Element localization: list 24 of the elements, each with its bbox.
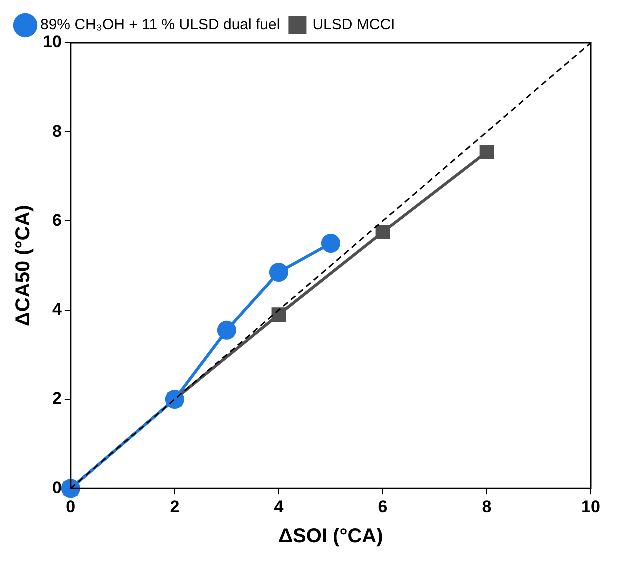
legend-label: 89% CH₃OH + 11 % ULSD dual fuel — [40, 16, 280, 34]
x-tick-label: 6 — [378, 497, 388, 516]
y-tick-label: 8 — [52, 122, 62, 141]
y-tick-label: 0 — [52, 478, 62, 498]
y-tick-label: 4 — [52, 300, 62, 320]
x-tick-label: 0 — [66, 497, 76, 516]
point — [217, 320, 236, 340]
y-tick-label: 6 — [52, 210, 62, 230]
point — [61, 479, 80, 498]
point — [269, 262, 288, 282]
x-tick-label: 2 — [170, 497, 180, 516]
x-tick-label: 8 — [482, 497, 492, 516]
point — [480, 145, 494, 160]
x-tick-label: 10 — [582, 497, 600, 516]
legend-label: ULSD MCCI — [312, 16, 396, 34]
x-axis-title: ΔSOI (°CA) — [278, 526, 384, 548]
point — [376, 225, 390, 240]
point — [321, 234, 340, 254]
y-tick-label: 2 — [52, 389, 62, 408]
point — [272, 308, 286, 322]
point — [165, 390, 184, 409]
x-tick-label: 4 — [274, 497, 284, 516]
y-tick-label: 10 — [42, 32, 62, 52]
y-axis-title: ΔCA50 (°CA) — [12, 205, 35, 326]
